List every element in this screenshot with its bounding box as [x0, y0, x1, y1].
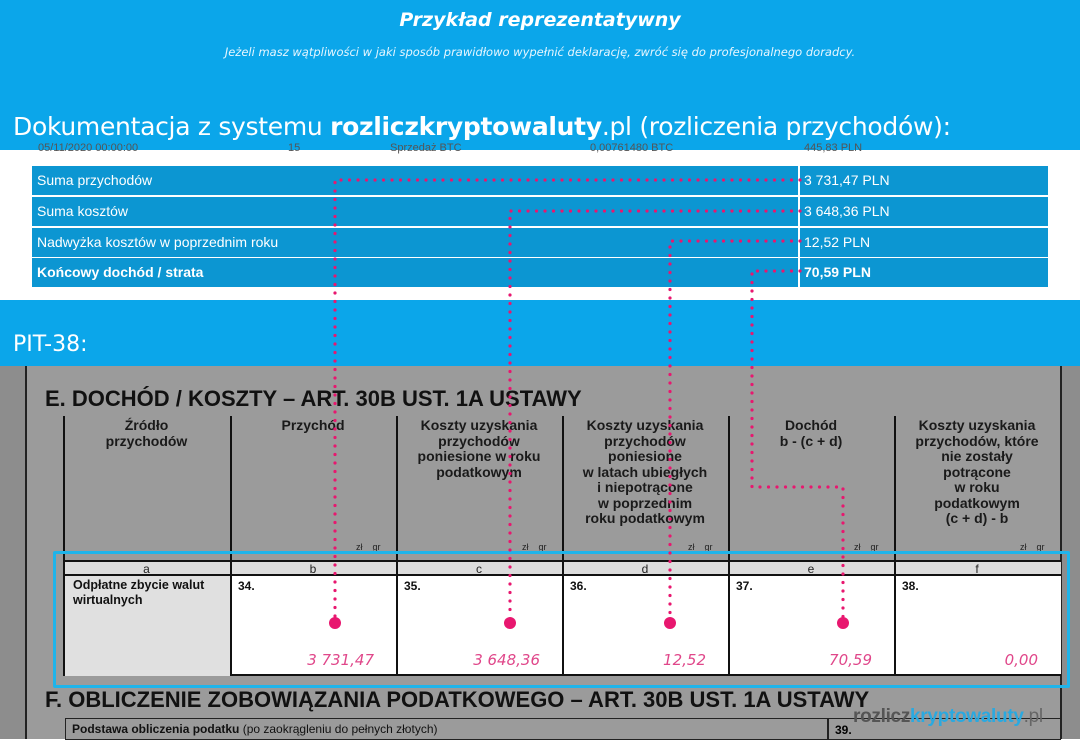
row-label: Końcowy dochód / strata — [37, 264, 204, 280]
field-number: 38. — [902, 579, 919, 593]
tax-base-note: (po zaokrągleniu do pełnych złotych) — [239, 722, 438, 736]
row-value: 3 731,47 PLN — [804, 172, 890, 188]
summary-row: Suma przychodów 3 731,47 PLN — [32, 166, 1048, 195]
amount-field[interactable]: 70,59 — [829, 651, 872, 669]
column-border — [396, 416, 398, 676]
row-label: Suma przychodów — [37, 172, 153, 188]
tax-base-label: Podstawa obliczenia podatku — [72, 722, 240, 736]
column-letter: e — [807, 562, 815, 576]
connector-line — [750, 269, 845, 620]
doc-brand: rozliczkryptowaluty — [330, 112, 602, 141]
column-letter: c — [476, 562, 482, 576]
disclaimer: Jeżeli masz wątpliwości w jaki sposób pr… — [224, 45, 856, 59]
doc-rest: (rozliczenia przychodów): — [631, 112, 951, 141]
field-number: 36. — [570, 579, 587, 593]
column-header: Koszty uzyskania przychodów, które nie zos… — [915, 417, 1039, 526]
cut-value: 445,83 PLN — [804, 142, 863, 154]
connector-line — [668, 239, 802, 620]
section-f-title: F. OBLICZENIE ZOBOWIĄZANIA PODATKOWEGO –… — [45, 687, 870, 712]
amount-field[interactable]: 0,00 — [1004, 651, 1038, 669]
zl-gr-label: zł gr — [1020, 542, 1045, 552]
row-label: Odpłatne zbycie walut wirtualnych — [65, 576, 232, 676]
row-label: Nadwyżka kosztów w poprzednim roku — [37, 234, 279, 250]
zl-gr-label: zł gr — [356, 542, 381, 552]
column-border — [230, 416, 232, 676]
column-header: Przychód — [281, 417, 345, 433]
amount-field[interactable]: 12,52 — [663, 651, 706, 669]
column-header: Dochód b - (c + d) — [779, 417, 843, 449]
summary-row: Nadwyżka kosztów w poprzednim roku 12,52 … — [32, 228, 1048, 257]
column-border — [894, 416, 896, 676]
field-39[interactable]: 39. — [827, 718, 1061, 740]
amount-field[interactable]: 3 648,36 — [473, 651, 540, 669]
zl-gr-label: zł gr — [688, 542, 713, 552]
row-value: 12,52 PLN — [804, 234, 871, 250]
watermark-logo: rozliczkryptowaluty.pl — [853, 706, 1043, 727]
doc-prefix: Dokumentacja z systemu — [13, 112, 331, 141]
zl-gr-label: zł gr — [854, 542, 879, 552]
banner-title: Przykład reprezentatywny — [399, 9, 681, 31]
summary-row: Końcowy dochód / strata 70,59 PLN — [32, 258, 1048, 287]
column-letter: b — [309, 562, 317, 576]
section-e-title: E. DOCHÓD / KOSZTY – ART. 30B UST. 1A US… — [45, 386, 582, 411]
pit-label: PIT-38: — [13, 332, 88, 357]
connector-dot — [664, 617, 676, 629]
field-number: 37. — [736, 579, 753, 593]
cut-date: 05/11/2020 00:00:00 — [38, 142, 139, 154]
pit-band: PIT-38: — [0, 300, 1080, 366]
connector-dot — [837, 617, 849, 629]
doc-brand-suffix: .pl — [601, 112, 632, 141]
column-header: Koszty uzyskania przychodów poniesione w la… — [582, 417, 708, 526]
column-letter: d — [641, 562, 649, 576]
column-header: Źródło przychodów — [105, 417, 188, 449]
row-value: 70,59 PLN — [804, 264, 871, 280]
cut-amount: 0,00761480 BTC — [590, 142, 674, 154]
column-letter: a — [143, 562, 150, 576]
connector-dot — [504, 617, 516, 629]
zl-gr-label: zł gr — [522, 542, 547, 552]
column-header: Koszty uzyskania przychodów poniesione w r… — [417, 417, 541, 480]
field-number: 35. — [404, 579, 421, 593]
column-border — [562, 416, 564, 676]
connector-line — [333, 178, 802, 620]
amount-field[interactable]: 3 731,47 — [307, 651, 374, 669]
column-letter: f — [975, 562, 979, 576]
cut-id: 15 — [288, 142, 301, 154]
row-label: Suma kosztów — [37, 203, 129, 219]
connector-dot — [329, 617, 341, 629]
doc-heading: Dokumentacja z systemu rozliczkryptowalu… — [13, 112, 951, 141]
summary-row: Suma kosztów 3 648,36 PLN — [32, 197, 1048, 226]
connector-line — [508, 209, 802, 620]
column-border — [728, 416, 730, 676]
cut-type: Sprzedaż BTC — [390, 142, 462, 154]
highlight-frame — [53, 551, 1070, 688]
row-value: 3 648,36 PLN — [804, 203, 890, 219]
field-number: 34. — [238, 579, 255, 593]
top-banner: Przykład reprezentatywny Jeżeli masz wąt… — [0, 0, 1080, 150]
column-border — [63, 416, 65, 676]
summary-table: 05/11/2020 00:00:00 15 Sprzedaż BTC 0,00… — [0, 142, 1080, 300]
